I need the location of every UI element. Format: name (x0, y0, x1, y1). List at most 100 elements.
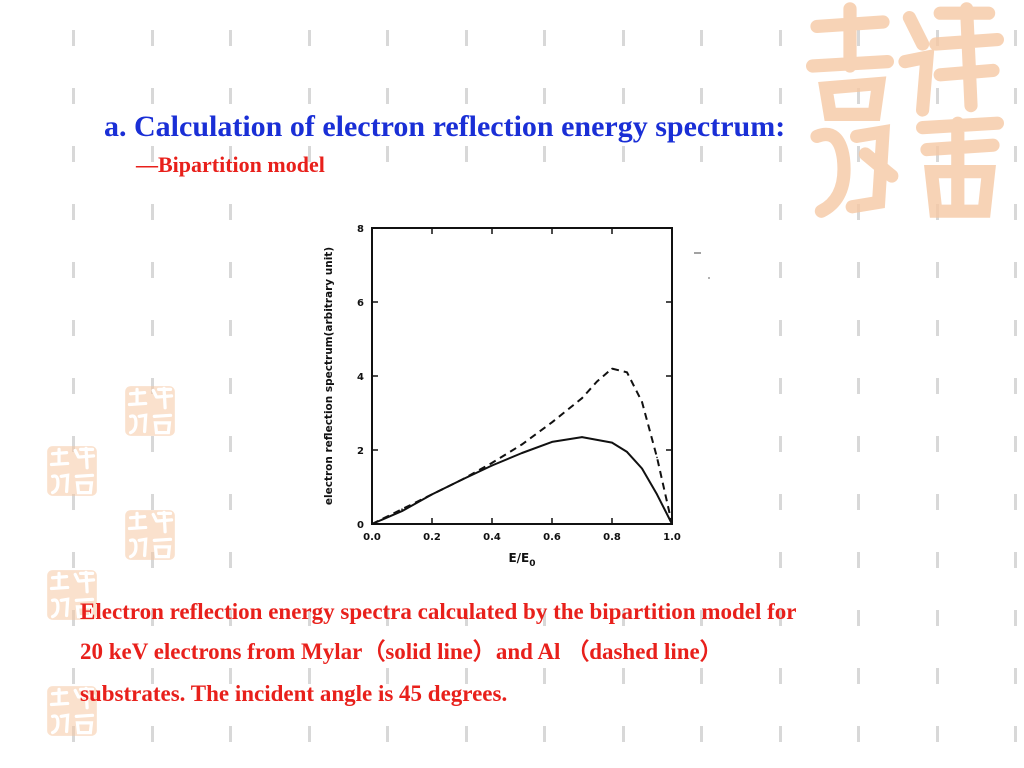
pattern-dash (386, 726, 389, 742)
y-tick-label: 0 (357, 520, 364, 531)
series-point-dashed (521, 443, 523, 446)
pattern-dash (936, 436, 939, 452)
pattern-dash (1014, 146, 1017, 162)
y-tick-label: 6 (357, 298, 364, 309)
x-tick-label: 0.8 (603, 532, 621, 543)
pattern-dash (308, 610, 311, 626)
pattern-dash (936, 378, 939, 394)
series-point-solid (611, 441, 613, 444)
series-point-solid (491, 464, 493, 467)
pattern-dash (308, 668, 311, 684)
pattern-dash (857, 436, 860, 452)
pattern-dash (936, 668, 939, 684)
pattern-dash (72, 494, 75, 510)
pattern-dash (857, 320, 860, 336)
pattern-dash (151, 610, 154, 626)
pattern-dash (465, 610, 468, 626)
seal-logo-large (806, 2, 1004, 218)
pattern-dash (779, 610, 782, 626)
series-point-dashed (611, 367, 613, 370)
pattern-dash (936, 726, 939, 742)
pattern-dash (465, 726, 468, 742)
pattern-dash (700, 88, 703, 104)
seal-stamp-3 (125, 510, 175, 560)
pattern-dash (151, 88, 154, 104)
seal-stamp-4 (47, 570, 97, 620)
pattern-dash (779, 552, 782, 568)
pattern-dash (622, 668, 625, 684)
seal-stamp-2 (47, 446, 97, 496)
pattern-dash (151, 552, 154, 568)
pattern-dash (779, 320, 782, 336)
pattern-dash (72, 204, 75, 220)
pattern-dash (1014, 320, 1017, 336)
pattern-dash (465, 668, 468, 684)
caption-line-1: Electron reflection energy spectra calcu… (80, 599, 797, 624)
pattern-dash (72, 262, 75, 278)
pattern-dash (700, 30, 703, 46)
pattern-dash (857, 726, 860, 742)
pattern-dash (779, 30, 782, 46)
series-point-dashed (371, 523, 373, 525)
pattern-dash (1014, 30, 1017, 46)
pattern-dash (308, 30, 311, 46)
figure-caption: Electron reflection energy spectra calcu… (80, 592, 980, 714)
pattern-dash (857, 262, 860, 278)
pattern-dash (229, 552, 232, 568)
pattern-dash (151, 726, 154, 742)
pattern-dash (1014, 726, 1017, 742)
pattern-dash (229, 436, 232, 452)
pattern-dash (229, 88, 232, 104)
pattern-dash (779, 88, 782, 104)
pattern-dash (700, 146, 703, 162)
pattern-dash (857, 30, 860, 46)
x-tick-label: 0.0 (363, 532, 381, 543)
pattern-dash (543, 88, 546, 104)
series-line-dashed (371, 367, 673, 525)
pattern-dash (1014, 204, 1017, 220)
pattern-dash (465, 146, 468, 162)
y-tick-label: 4 (357, 372, 364, 383)
pattern-dash (72, 668, 75, 684)
pattern-dash (779, 494, 782, 510)
pattern-dash (151, 204, 154, 220)
series-point-dashed (431, 493, 433, 496)
series-point-dashed (461, 478, 463, 481)
seal-stamp-1 (125, 386, 175, 436)
pattern-dash (543, 30, 546, 46)
caption-line-3: substrates. The incident angle is 45 deg… (80, 681, 508, 706)
pattern-dash (72, 88, 75, 104)
pattern-dash (229, 146, 232, 162)
pattern-dash (700, 726, 703, 742)
pattern-dash (1014, 88, 1017, 104)
slide-subtitle: —Bipartition model (136, 152, 325, 177)
series-point-solid (401, 510, 403, 512)
caption-line-2: 20 keV electrons from Mylar（solid line）a… (80, 639, 723, 664)
pattern-dash (857, 378, 860, 394)
pattern-dash (857, 494, 860, 510)
pattern-dash (72, 146, 75, 162)
pattern-dash (465, 30, 468, 46)
pattern-dash (779, 726, 782, 742)
pattern-dash (1014, 494, 1017, 510)
series-point-dashed (491, 462, 493, 464)
pattern-dash (151, 668, 154, 684)
pattern-dash (936, 494, 939, 510)
pattern-dash (229, 320, 232, 336)
pattern-dash (779, 378, 782, 394)
pattern-dash (229, 262, 232, 278)
pattern-dash (857, 146, 860, 162)
pattern-dash (1014, 610, 1017, 626)
pattern-dash (229, 378, 232, 394)
series-point-solid (521, 452, 523, 454)
pattern-dash (857, 668, 860, 684)
pattern-dash (386, 88, 389, 104)
pattern-dash (386, 668, 389, 684)
pattern-dash (1014, 668, 1017, 684)
pattern-dash (229, 726, 232, 742)
pattern-dash (229, 610, 232, 626)
pattern-dash (151, 30, 154, 46)
pattern-dash (622, 726, 625, 742)
pattern-dash (1014, 262, 1017, 278)
series-point-dashed (401, 508, 403, 511)
